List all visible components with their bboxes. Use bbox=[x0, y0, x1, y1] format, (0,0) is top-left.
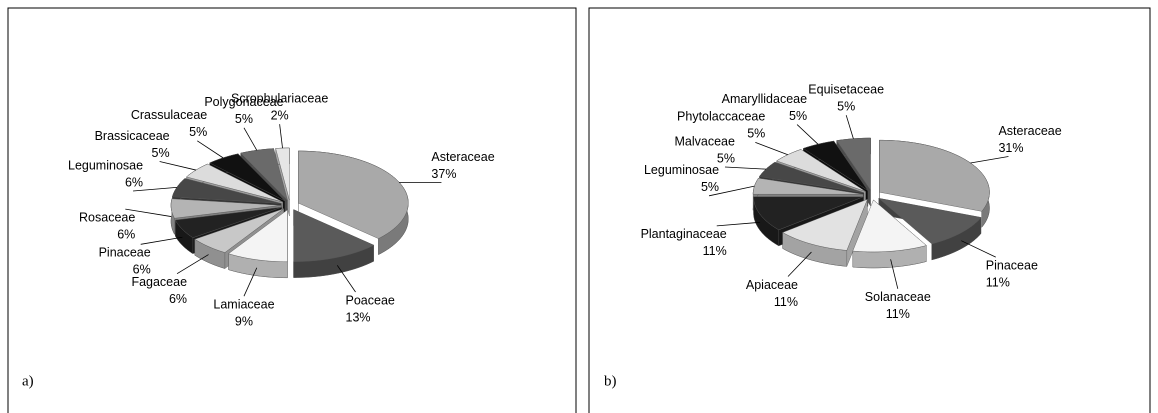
slice-value: 5% bbox=[235, 112, 253, 126]
panel-label: a) bbox=[22, 373, 34, 389]
slice-label: Leguminosae bbox=[644, 163, 719, 177]
slice bbox=[194, 208, 284, 253]
slice-value: 37% bbox=[431, 167, 456, 181]
leader-line bbox=[133, 186, 177, 192]
slice-label: Asteraceae bbox=[431, 150, 494, 164]
slice-label: Pinaceae bbox=[99, 246, 151, 260]
slice bbox=[802, 140, 869, 191]
leader-line bbox=[140, 236, 183, 245]
slice-value: 11% bbox=[986, 275, 1010, 289]
leader-line bbox=[716, 221, 761, 227]
slice-value: 5% bbox=[789, 109, 807, 123]
leader-line bbox=[197, 140, 224, 159]
slice-label: Plantaginaceae bbox=[641, 227, 727, 241]
slice-value: 6% bbox=[117, 227, 135, 241]
slice-value: 6% bbox=[169, 292, 187, 306]
slice-value: 11% bbox=[703, 244, 727, 258]
slice bbox=[170, 198, 282, 219]
leader-line bbox=[961, 240, 996, 258]
leader-line bbox=[176, 254, 209, 275]
slice-label: Scrophulariaceae bbox=[231, 91, 328, 105]
slice-label: Lamiaceae bbox=[213, 297, 274, 311]
slice-value: 13% bbox=[346, 310, 371, 324]
leader-line bbox=[970, 156, 1009, 164]
slice-label: Poaceae bbox=[346, 293, 395, 307]
slice-value: 5% bbox=[747, 127, 765, 141]
slice bbox=[228, 209, 288, 263]
panel-frame bbox=[588, 7, 1151, 413]
slice bbox=[878, 197, 982, 245]
slice-value: 5% bbox=[701, 180, 719, 194]
slice-value: 5% bbox=[717, 151, 735, 165]
slice-label: Pinaceae bbox=[986, 258, 1038, 272]
leader-line bbox=[159, 161, 197, 171]
slice bbox=[293, 209, 375, 262]
slice-value: 5% bbox=[152, 146, 170, 160]
leader-line bbox=[796, 124, 819, 145]
slice-label: Equisetaceae bbox=[808, 82, 884, 96]
slice-value: 11% bbox=[774, 295, 798, 309]
leader-line bbox=[243, 267, 258, 297]
slice-label: Crassulaceae bbox=[131, 108, 207, 122]
leader-line bbox=[279, 124, 283, 149]
panel-label: b) bbox=[604, 373, 617, 389]
slice-value: 2% bbox=[271, 108, 289, 122]
slice-label: Amaryllidaceae bbox=[722, 92, 808, 106]
leader-line bbox=[336, 265, 356, 293]
slice-value: 31% bbox=[998, 141, 1023, 155]
leader-line bbox=[708, 185, 755, 197]
slice bbox=[852, 199, 927, 253]
slice bbox=[782, 198, 868, 251]
slice bbox=[174, 206, 282, 238]
leader-line bbox=[125, 208, 172, 217]
slice-value: 11% bbox=[886, 307, 910, 321]
leader-line bbox=[243, 127, 258, 151]
leader-line bbox=[845, 115, 854, 139]
slice-label: Phytolaccaceae bbox=[677, 110, 765, 124]
slice-value: 5% bbox=[189, 125, 207, 139]
slice-label: Malvaceae bbox=[675, 134, 735, 148]
slice bbox=[836, 137, 871, 191]
slice-label: Apiaceae bbox=[746, 278, 798, 292]
slice-label: Asteraceae bbox=[998, 124, 1061, 138]
leader-line bbox=[787, 251, 812, 277]
slice-value: 6% bbox=[133, 263, 151, 277]
slice-label: Solanaceae bbox=[865, 290, 931, 304]
slice bbox=[753, 196, 864, 231]
leader-line bbox=[890, 259, 899, 289]
slice-value: 5% bbox=[837, 99, 855, 113]
slice bbox=[879, 139, 990, 212]
slice-label: Polygonaceae bbox=[204, 95, 283, 109]
slice bbox=[186, 163, 283, 203]
slice-label: Leguminosae bbox=[68, 158, 143, 172]
leader-line bbox=[724, 166, 766, 170]
panel-frame bbox=[7, 7, 577, 413]
slice-label: Rosaceae bbox=[79, 210, 135, 224]
slice-label: Fagaceae bbox=[131, 275, 187, 289]
slice-label: Brassicaceae bbox=[95, 129, 170, 143]
slice-value: 6% bbox=[125, 175, 143, 189]
leader-line bbox=[755, 142, 788, 156]
slice-value: 9% bbox=[235, 314, 253, 328]
